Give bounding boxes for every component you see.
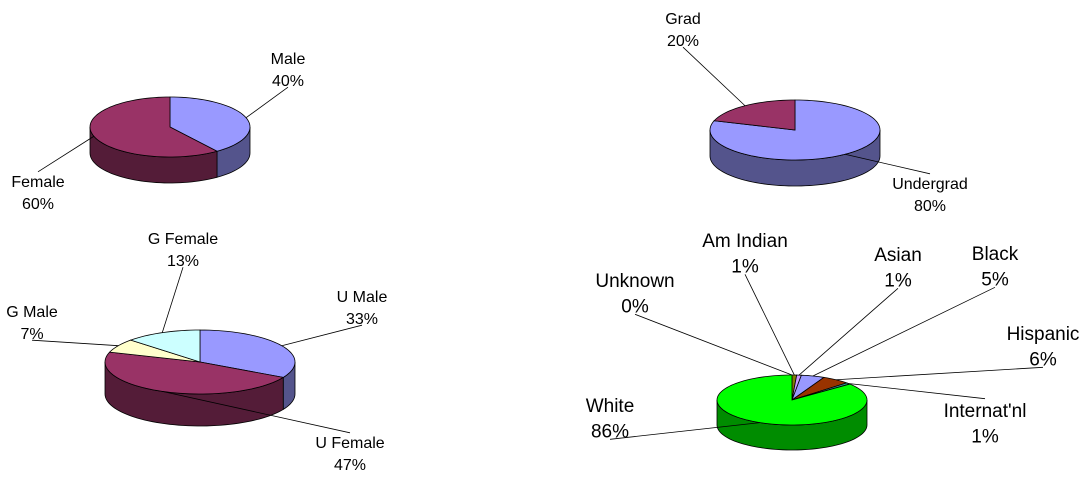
leader-line [812, 286, 996, 377]
slice-label: 6% [1029, 350, 1057, 371]
slice-label: 1% [884, 271, 912, 292]
slice-label: 86% [591, 422, 629, 443]
pie-tops [89, 96, 251, 158]
pie-slice [791, 374, 825, 402]
slice-label: 7% [20, 326, 43, 343]
leader-line [281, 324, 363, 347]
leader-line [245, 86, 289, 119]
leader-line [162, 390, 351, 434]
leader-line [609, 422, 761, 440]
pie-chart: Male 40% Female 60% [11, 51, 305, 213]
pie-slice [129, 329, 201, 363]
slice-name: Internat'nl [944, 401, 1027, 422]
slice-label: 0% [621, 297, 649, 318]
slice-label: 80% [914, 198, 946, 215]
leader-line [31, 339, 119, 347]
slice-name: Undergrad [892, 176, 968, 193]
leader-line [844, 153, 931, 175]
slice-label: 20% [667, 33, 699, 50]
slice-name: G Female [148, 231, 218, 248]
slice-label: 13% [167, 253, 199, 270]
slice-name: Male [271, 51, 306, 68]
leader-line [836, 366, 1044, 381]
leader-line [744, 274, 795, 376]
pie-slice [108, 339, 201, 363]
leader-line [798, 287, 899, 376]
pie-tops [104, 329, 296, 395]
slice-name: Asian [874, 245, 922, 266]
slice-name: Black [972, 244, 1019, 265]
leader-line [37, 135, 95, 173]
slice-name: U Male [337, 289, 388, 306]
slice-name: G Male [6, 304, 58, 321]
leader-line [634, 313, 793, 376]
slice-name: Unknown [595, 271, 674, 292]
pie-chart: U Male 33% U Female 47% G Male 7% G Female 13% [6, 231, 387, 474]
slice-name: Am Indian [702, 231, 788, 252]
leader-line [161, 267, 184, 333]
pie-slice [716, 374, 868, 426]
pie-tops [716, 374, 868, 426]
slice-label: 1% [971, 427, 999, 448]
slice-label: 40% [272, 73, 304, 90]
pie-chart: Undergrad 80% Grad 20% [665, 11, 968, 215]
slice-name: Hispanic [1007, 324, 1080, 345]
slice-label: 5% [981, 270, 1009, 291]
leader-line [848, 383, 986, 400]
pie-chart: Unknown 0% Am Indian 1% Asian 1% Black 5% Hispan… [586, 231, 1080, 451]
slice-label: 60% [22, 196, 54, 213]
slice-label: 1% [731, 257, 759, 278]
pie-tops [709, 99, 881, 161]
slice-name: Female [11, 174, 64, 191]
slice-name: Grad [665, 11, 701, 28]
pie-slice [169, 96, 251, 152]
slice-label: 33% [346, 311, 378, 328]
slice-name: U Female [315, 435, 384, 452]
leader-line [682, 46, 746, 107]
slice-name: White [586, 396, 635, 417]
slice-label: 47% [334, 457, 366, 474]
